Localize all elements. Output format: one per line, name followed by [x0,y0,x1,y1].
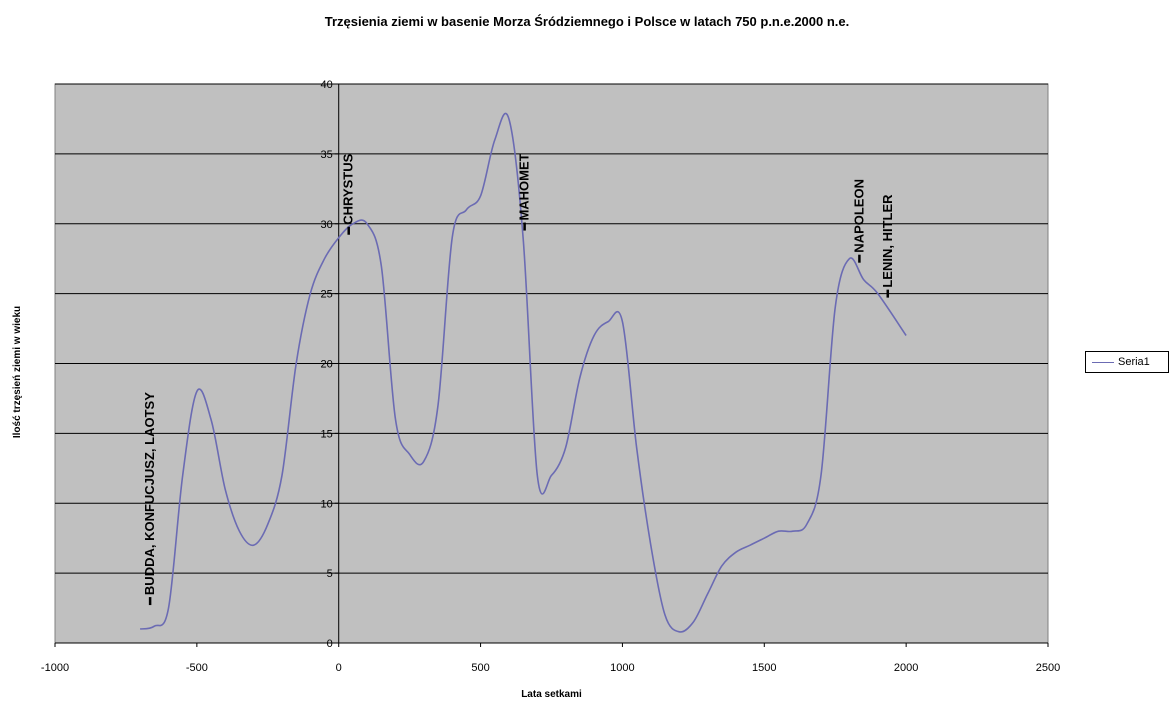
y-tick-label: 0 [327,638,333,650]
y-tick-label: 5 [327,568,333,580]
x-tick-label: -1000 [41,662,69,674]
y-tick-label: 35 [320,149,332,161]
annotation-label: CHRYSTUS [341,153,356,224]
x-tick-label: 2500 [1036,662,1060,674]
x-tick-label: 1000 [610,662,634,674]
y-tick-label: 40 [320,79,332,91]
y-tick-label: 10 [320,498,332,510]
x-axis-label: Lata setkami [521,689,582,700]
annotation-label: NAPOLEON [851,179,866,253]
legend: Seria1 [1085,351,1169,373]
y-tick-label: 20 [320,359,332,371]
annotation-label: BUDDA, KONFUCJUSZ, LAOTSY [142,392,157,595]
x-tick-label: -500 [186,662,208,674]
y-tick-label: 25 [320,289,332,301]
y-tick-label: 15 [320,428,332,440]
annotation-label: MAHOMET [517,153,532,220]
x-tick-label: 1500 [752,662,776,674]
x-tick-label: 0 [336,662,342,674]
y-tick-label: 30 [320,219,332,231]
legend-swatch [1092,362,1114,363]
annotation-label: LENIN, HITLER [880,194,895,288]
x-tick-label: 500 [471,662,489,674]
legend-label: Seria1 [1118,356,1150,368]
x-tick-label: 2000 [894,662,918,674]
y-axis-label: Ilość trzęsień ziemi w wieku [12,306,23,438]
